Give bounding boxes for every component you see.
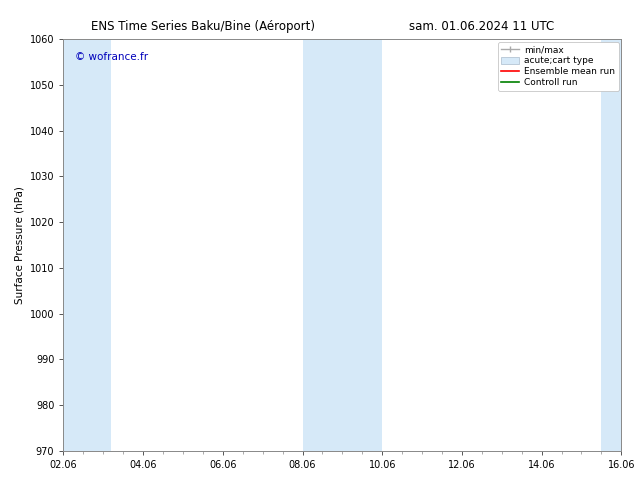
Text: © wofrance.fr: © wofrance.fr [75, 51, 148, 62]
Legend: min/max, acute;cart type, Ensemble mean run, Controll run: min/max, acute;cart type, Ensemble mean … [498, 42, 619, 91]
Text: ENS Time Series Baku/Bine (Aéroport): ENS Time Series Baku/Bine (Aéroport) [91, 20, 315, 33]
Text: sam. 01.06.2024 11 UTC: sam. 01.06.2024 11 UTC [409, 20, 555, 33]
Bar [602, 39, 621, 451]
Bar [63, 39, 111, 451]
Bar [302, 39, 382, 451]
Y-axis label: Surface Pressure (hPa): Surface Pressure (hPa) [14, 186, 24, 304]
